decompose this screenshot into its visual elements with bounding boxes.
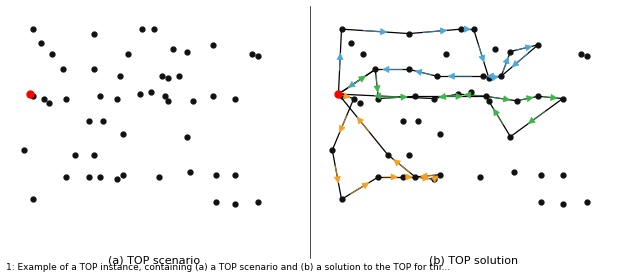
Text: 1: Example of a TOP instance, containing (a) a TOP scenario and (b) a solution t: 1: Example of a TOP instance, containing… (6, 263, 451, 272)
Text: (a) TOP scenario: (a) TOP scenario (108, 255, 200, 265)
Text: (b) TOP solution: (b) TOP solution (429, 255, 518, 265)
